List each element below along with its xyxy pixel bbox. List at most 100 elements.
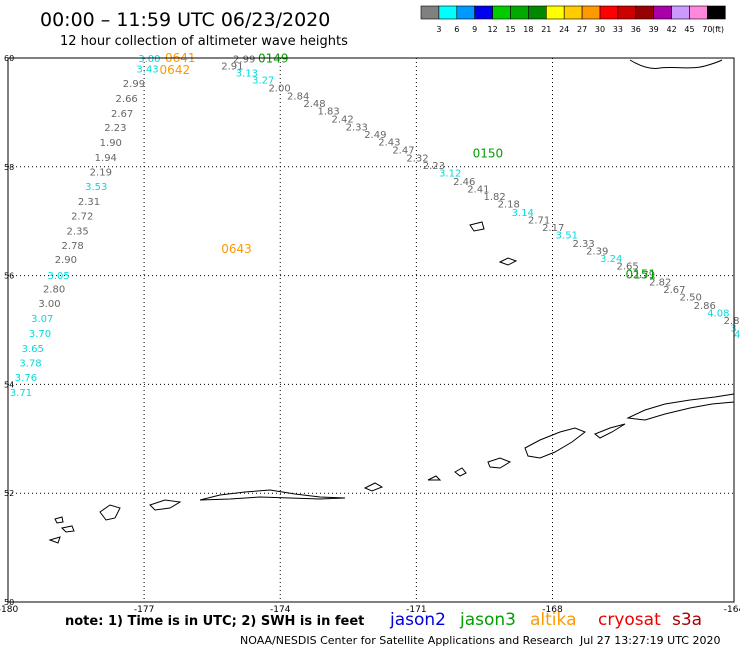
x-tick-label: -164 (724, 605, 740, 615)
wave-height-label: 2.33 (346, 122, 368, 133)
coastline-segment (60, 525, 75, 533)
wave-height-label: 3.05 (47, 271, 69, 282)
coastline-segment (498, 257, 518, 266)
wave-height-label: 2.46 (453, 177, 475, 188)
wave-height-label: 3.70 (29, 329, 51, 340)
wave-height-label: 1.90 (100, 138, 122, 149)
wave-height-label: 2.71 (528, 215, 550, 226)
wave-height-label: 2.18 (498, 200, 520, 211)
wave-height-label: 2.82 (649, 277, 671, 288)
wave-height-label: 2.50 (680, 293, 702, 304)
color-scale-label: 24 (559, 25, 569, 34)
coastline-segment (149, 499, 182, 511)
wave-height-label: 1.83 (317, 107, 339, 118)
color-scale-label: 9 (472, 25, 477, 34)
wave-height-label: 3.00 (138, 54, 160, 65)
color-swatch (510, 5, 529, 20)
x-tick-label: -174 (270, 605, 291, 615)
wave-height-label: 3.51 (556, 231, 578, 242)
color-swatch (474, 5, 493, 20)
pass-number-label: 0151 (626, 267, 657, 281)
x-tick-label: -177 (134, 605, 154, 615)
color-scale-label: 36 (631, 25, 641, 34)
footer-note: note: 1) Time is in UTC; 2) SWH is in fe… (65, 614, 364, 629)
color-scale-label: 18 (523, 25, 533, 34)
wave-height-label: 4.08 (707, 308, 729, 319)
wave-height-label: 2.66 (116, 94, 138, 105)
color-scale-label: 15 (505, 25, 515, 34)
chart-subtitle: 12 hour collection of altimeter wave hei… (60, 34, 348, 49)
color-scale-label: 39 (649, 25, 659, 34)
wave-height-label: 2.65 (616, 262, 638, 273)
legend-jason3: jason3 (459, 610, 516, 630)
wave-height-label: 3.14 (512, 208, 534, 219)
color-swatch (438, 5, 458, 20)
color-scale-label: 70 (702, 25, 712, 34)
coastline-segment (594, 423, 626, 439)
color-swatch (528, 5, 547, 20)
wave-height-label: 3.65 (22, 344, 44, 355)
wave-height-label: 3.78 (19, 358, 41, 369)
color-swatch (545, 5, 565, 20)
footer-credit: NOAA/NESDIS Center for Satellite Applica… (240, 634, 573, 647)
wave-height-label: 2.19 (90, 168, 112, 179)
pass-number-label: 0150 (473, 147, 504, 161)
wave-height-label: 2.49 (364, 130, 386, 141)
legend-jason2: jason2 (389, 610, 446, 630)
color-swatch (707, 5, 726, 20)
wave-height-label: 2.99 (123, 79, 145, 90)
wave-height-label: 2.47 (392, 146, 414, 157)
color-scale-label: 21 (541, 25, 551, 34)
wave-height-label: 3.12 (439, 169, 461, 180)
wave-height-label: 2.31 (78, 197, 100, 208)
wave-height-label: 2.42 (332, 115, 354, 126)
coastline-segment (629, 59, 723, 69)
coastline-segment (99, 504, 121, 521)
color-scale-label: 45 (684, 25, 694, 34)
coastline-segment (427, 475, 442, 481)
legend-altika: altika (530, 610, 577, 630)
wave-height-label: 2.35 (67, 226, 89, 237)
y-tick-label: 58 (4, 163, 14, 172)
wave-height-label: 3.27 (252, 76, 274, 87)
color-scale-label: 27 (577, 25, 587, 34)
coastline-segment (48, 536, 61, 544)
wave-height-label: 2.48 (303, 99, 325, 110)
wave-height-label: 2.78 (62, 241, 84, 252)
wave-height-marks: 3.003.432.992.662.672.231.901.942.193.53… (10, 54, 740, 399)
chart-title: 00:00 – 11:59 UTC 06/23/2020 (40, 9, 330, 31)
color-swatch (581, 5, 601, 20)
wave-height-label: 3.8 (730, 324, 740, 335)
wave-height-label: 2.99 (233, 54, 255, 65)
map-frame (7, 57, 735, 603)
wave-height-label: 2.72 (71, 212, 93, 223)
wave-height-label: 2.39 (586, 246, 608, 257)
x-tick-label: -180 (0, 605, 18, 615)
coastline-segment (54, 516, 64, 524)
wave-height-label: 2.23 (104, 123, 126, 134)
coastline-segment (363, 482, 384, 492)
wave-height-label: 2.84 (287, 91, 309, 102)
color-swatch (671, 5, 690, 20)
wave-height-label: 1.82 (484, 192, 506, 203)
color-swatch (456, 5, 475, 20)
wave-height-label: 2.00 (268, 84, 290, 95)
wave-height-label: 2.90 (55, 255, 77, 266)
wave-height-label: 4 (734, 330, 740, 341)
color-scale-label: 12 (488, 25, 498, 34)
y-tick-label: 54 (4, 380, 14, 389)
pass-number-label: 0642 (160, 63, 191, 77)
wave-height-label: 2.67 (111, 109, 133, 120)
color-scale-label: 42 (667, 25, 677, 34)
wave-height-label: 3.07 (31, 314, 53, 325)
color-swatch (653, 5, 672, 20)
wave-height-label: 2.32 (406, 153, 428, 164)
wave-height-label: 3.24 (600, 254, 622, 265)
color-scale-unit: (ft) (712, 25, 724, 34)
color-scale-label: 6 (454, 25, 459, 34)
wave-height-label: 2.86 (694, 301, 716, 312)
pass-number-label: 0643 (221, 242, 252, 256)
